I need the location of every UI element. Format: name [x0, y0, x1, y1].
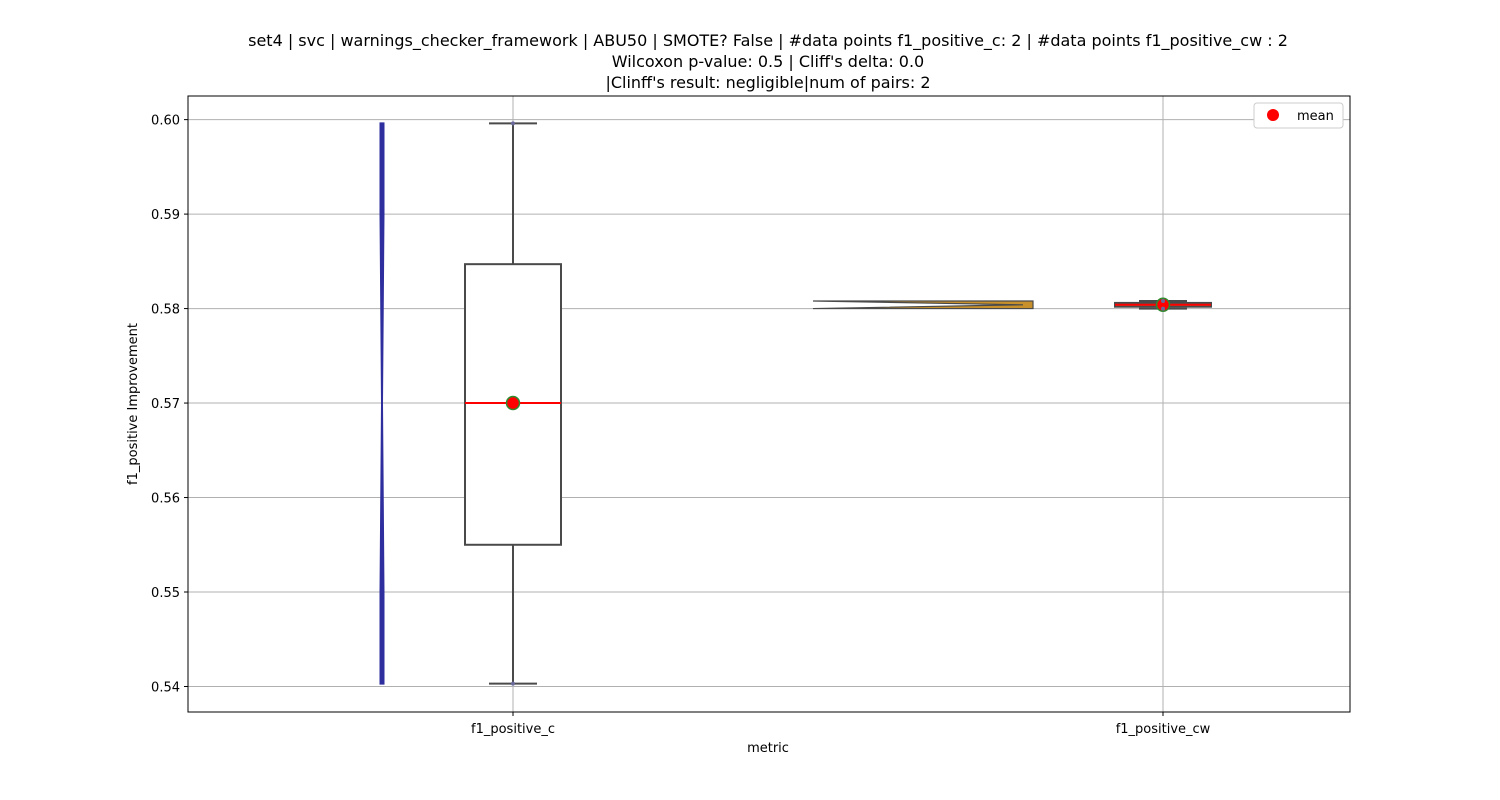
data-point-f1-positive-cw [1161, 306, 1165, 311]
y-tick-label: 0.58 [151, 303, 180, 318]
y-tick-label: 0.60 [151, 114, 180, 129]
plot-frame [187, 95, 1351, 713]
chart-title-line-3: |Clinff's result: negligible|num of pair… [605, 73, 930, 92]
legend: mean [1253, 102, 1344, 129]
chart-title-line-2: Wilcoxon p-value: 0.5 | Cliff's delta: 0… [612, 52, 924, 71]
data-point-f1-positive-cw [1161, 299, 1165, 304]
y-tick-label: 0.54 [151, 680, 180, 695]
x-tick-label: f1_positive_cw [1116, 722, 1211, 737]
violins [379, 122, 1034, 685]
violin-f1-positive-c [379, 122, 385, 685]
boxes [464, 121, 1212, 686]
data-point-f1-positive-c [511, 121, 515, 126]
mean-marker-f1-positive-cw [1155, 297, 1171, 313]
y-tick-label: 0.56 [151, 492, 180, 507]
mean-marker-f1-positive-c [505, 395, 521, 411]
legend-mean-label: mean [1297, 109, 1334, 124]
chart-title-line-1: set4 | svc | warnings_checker_framework … [248, 31, 1288, 51]
x-tick-label: f1_positive_c [471, 722, 555, 737]
violin-f1-positive-cw [812, 300, 1034, 310]
y-axis-label: f1_positive Improvement [126, 323, 141, 485]
grid-lines [188, 96, 1350, 712]
y-tick-label: 0.57 [151, 397, 180, 412]
y-tick-label: 0.55 [151, 586, 180, 601]
x-axis-label: metric [747, 741, 789, 756]
y-ticks: 0.54 0.55 0.56 0.57 0.58 0.59 0.60 [151, 114, 188, 695]
legend-box [1253, 102, 1344, 129]
legend-mean-marker [1267, 109, 1279, 121]
x-ticks: f1_positive_c f1_positive_cw [471, 712, 1211, 737]
data-point-f1-positive-c [511, 681, 515, 686]
y-tick-label: 0.59 [151, 208, 180, 223]
